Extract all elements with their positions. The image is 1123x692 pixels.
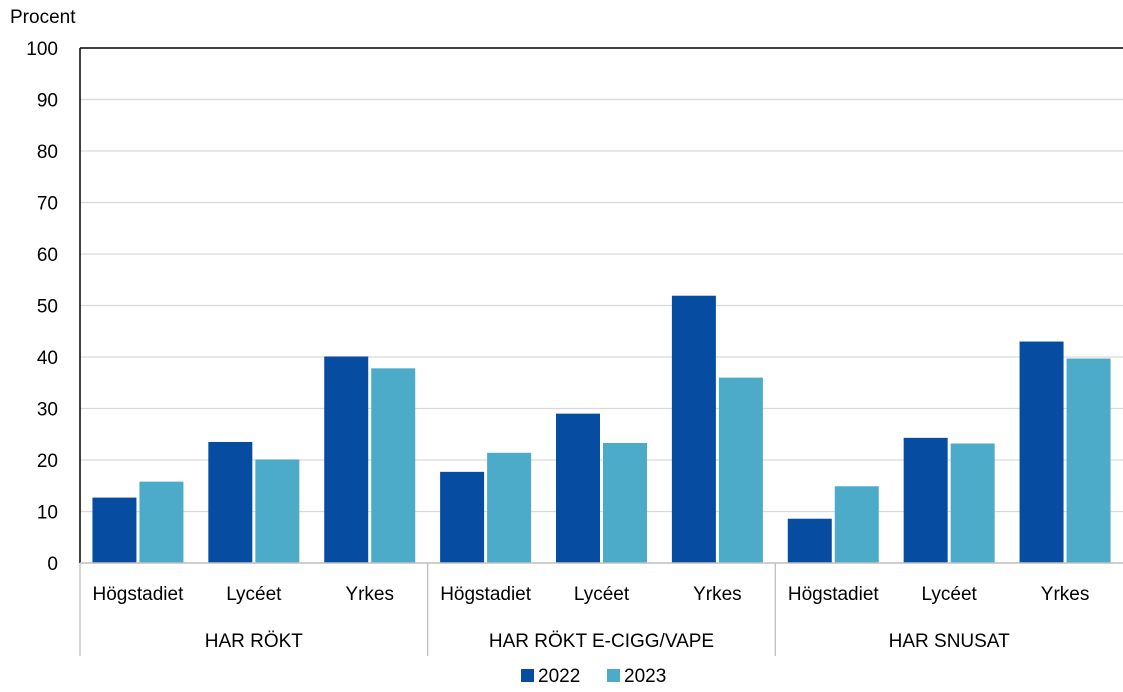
axes: 0 10 20 30 40 50 60 70 80 90 100 Högstadiet Lycéet Yr… — [26, 39, 1123, 656]
bars — [92, 295, 1111, 563]
y-tick-label: 90 — [37, 91, 58, 112]
bar-2023-9 — [1066, 358, 1111, 563]
y-axis-label: Procent — [10, 7, 76, 28]
bar-2022-7 — [787, 518, 832, 563]
bar-2023-2 — [255, 459, 300, 563]
legend-swatch-2022 — [521, 669, 534, 682]
group-label: HAR RÖKT — [205, 631, 304, 652]
gridlines — [80, 98, 1123, 513]
y-tick-label: 40 — [37, 348, 58, 369]
y-tick-label: 100 — [26, 39, 58, 60]
category-label: Yrkes — [1041, 584, 1090, 605]
bar-2022-5 — [556, 413, 600, 563]
legend-swatch-2023 — [607, 669, 620, 682]
category-label: Högstadiet — [440, 584, 532, 605]
bar-2023-8 — [950, 443, 995, 563]
legend: 2022 2023 — [521, 666, 666, 687]
bar-2022-9 — [1019, 341, 1064, 563]
legend-label-2022: 2022 — [538, 666, 580, 687]
bar-2023-6 — [718, 377, 763, 563]
bar-2022-6 — [671, 295, 716, 563]
bar-2022-3 — [324, 356, 369, 563]
bar-2022-4 — [440, 471, 485, 563]
bar-2023-4 — [487, 452, 532, 563]
legend-label-2023: 2023 — [624, 666, 666, 687]
bar-2023-7 — [834, 486, 879, 563]
y-tick-label: 60 — [37, 245, 58, 266]
category-label: Högstadiet — [788, 584, 880, 605]
category-label: Lycéet — [922, 584, 978, 605]
bar-2022-2 — [208, 441, 253, 563]
group-label: HAR RÖKT E-CIGG/VAPE — [489, 631, 714, 652]
y-tick-label: 70 — [37, 194, 58, 215]
category-label: Yrkes — [345, 584, 394, 605]
y-tick-label: 30 — [37, 400, 58, 421]
bar-2023-3 — [371, 368, 416, 563]
y-tick-label: 80 — [37, 142, 58, 163]
category-label: Lycéet — [226, 584, 282, 605]
y-tick-label: 50 — [37, 297, 58, 318]
y-tick-label: 0 — [47, 554, 58, 575]
group-label: HAR SNUSAT — [889, 631, 1010, 652]
y-tick-label: 10 — [37, 503, 58, 524]
y-tick-label: 20 — [37, 451, 58, 472]
bar-2023-5 — [603, 443, 647, 563]
bar-2022-1 — [92, 497, 137, 563]
category-label: Lycéet — [574, 584, 630, 605]
bar-2023-1 — [139, 481, 184, 563]
bar-2022-8 — [903, 437, 948, 563]
category-label: Högstadiet — [93, 584, 185, 605]
category-label: Yrkes — [693, 584, 742, 605]
